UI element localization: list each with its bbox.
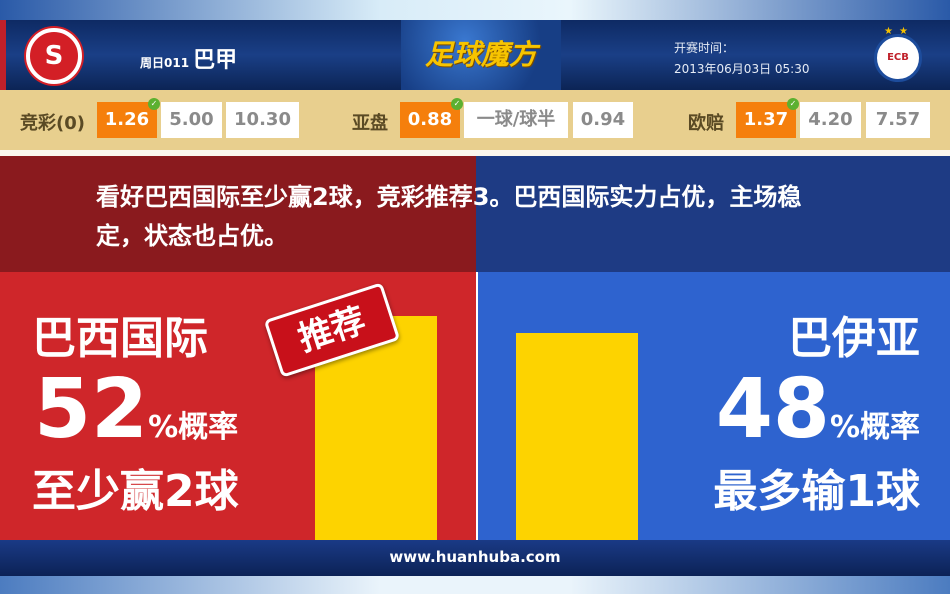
summary-text: 看好巴西国际至少赢2球，竞彩推荐3。巴西国际实力占优，主场稳定，状态也占优。 (96, 183, 802, 250)
asian-odd-home[interactable]: 0.88 ✓ (400, 98, 463, 138)
away-probability: 48%概率 (715, 362, 920, 457)
home-team-name: 巴西国际 (32, 313, 208, 364)
summary-bg-away (476, 156, 950, 272)
euro-odd-win[interactable]: 1.37 ✓ (736, 98, 799, 138)
odds-bar: 竞彩(0) 1.26 ✓ 5.00 10.30 亚盘 0.88 ✓ 一球/球半 0.… (0, 90, 950, 150)
league: 巴甲 (193, 48, 238, 73)
away-team-logo: ECB (874, 34, 922, 82)
top-background (0, 0, 950, 22)
match-number: 周日011 (140, 56, 190, 70)
summary-bg-home (0, 156, 476, 272)
match-info: 周日011 巴甲 (140, 42, 237, 74)
bottom-background (0, 576, 950, 594)
away-probability-bar (516, 333, 638, 540)
kickoff: 开赛时间： 2013年06月03日 05:30 (674, 38, 809, 80)
jingcai-odd-loss[interactable]: 10.30 (226, 102, 299, 138)
footer-url[interactable]: www.huanhuba.com (0, 540, 950, 576)
kickoff-time: 2013年06月03日 05:30 (674, 62, 810, 76)
home-probability: 52%概率 (34, 362, 239, 457)
euro-odd-loss[interactable]: 7.57 (866, 102, 930, 138)
euro-odd-draw[interactable]: 4.20 (800, 102, 861, 138)
check-icon: ✓ (451, 98, 463, 110)
home-team-logo: S (26, 28, 82, 84)
asian-label: 亚盘 (352, 113, 388, 134)
home-outcome: 至少赢2球 (32, 466, 239, 517)
jingcai-odd-win[interactable]: 1.26 ✓ (97, 98, 160, 138)
asian-handicap[interactable]: 一球/球半 (464, 102, 568, 138)
jingcai-odd-draw[interactable]: 5.00 (161, 102, 222, 138)
jingcai-label: 竞彩(0) (20, 113, 85, 134)
away-team-name: 巴伊亚 (788, 313, 920, 364)
brand-logo: 足球魔方 (401, 20, 561, 90)
asian-odd-away[interactable]: 0.94 (573, 102, 633, 138)
euro-label: 欧赔 (688, 113, 724, 134)
check-icon: ✓ (148, 98, 160, 110)
divider (0, 150, 950, 156)
kickoff-label: 开赛时间： (674, 41, 735, 55)
check-icon: ✓ (787, 98, 799, 110)
match-header: S 周日011 巴甲 足球魔方 开赛时间： 2013年06月03日 05:30 ★★… (0, 20, 950, 90)
star-icons: ★★ (884, 26, 914, 37)
away-outcome: 最多输1球 (713, 466, 920, 517)
